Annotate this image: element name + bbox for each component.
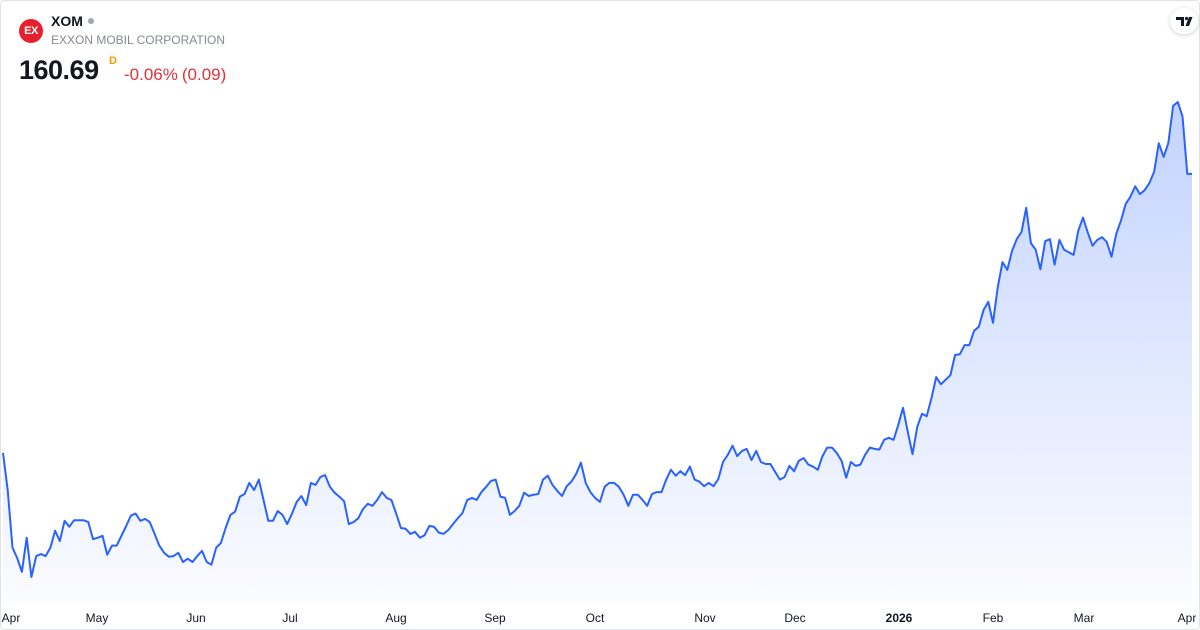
x-axis-label: Jun [186,611,205,625]
x-axis-label: Dec [784,611,805,625]
x-axis-label: Apr [2,611,21,625]
price-area [3,102,1192,603]
market-status-dot [88,18,94,24]
company-logo: EX [19,19,43,43]
x-axis-label: Feb [983,611,1004,625]
tradingview-logo[interactable] [1170,8,1198,34]
price-change: -0.06% (0.09) [124,65,230,85]
x-axis-label: Apr [1178,611,1197,625]
price-line [2,101,1192,578]
company-name: EXXON MOBIL CORPORATION [51,33,226,47]
x-axis-label: Aug [385,611,406,625]
x-axis-label: Oct [586,611,605,625]
x-axis-label: Jul [282,611,297,625]
change-abs: (0.09) [181,65,227,84]
last-price: 160.69 [19,55,99,85]
change-percent: -0.06% [124,65,178,84]
x-axis-label: May [86,611,109,625]
x-axis-label: 2026 [886,611,913,625]
x-axis-label: Sep [484,611,506,625]
symbol[interactable]: XOM [51,13,83,29]
x-axis-label: Nov [694,611,715,625]
tv-icon [1176,16,1193,26]
x-axis-label: Mar [1074,611,1095,625]
interval-badge: D [109,55,117,67]
